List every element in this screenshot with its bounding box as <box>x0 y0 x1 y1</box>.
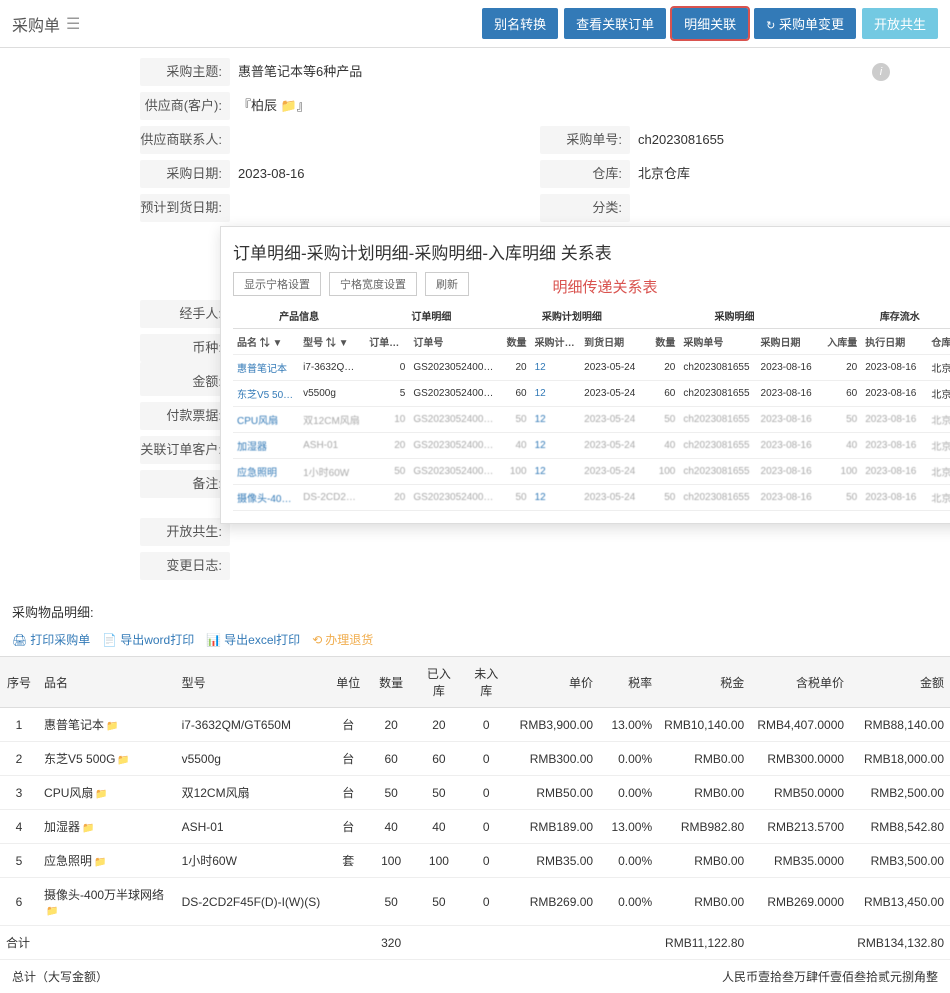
supplier-label: 供应商(客户): <box>140 92 230 120</box>
detail-row: 5应急照明📁1小时60W套1001000RMB35.000.00%RMB0.00… <box>0 844 950 878</box>
detail-table: 序号品名型号 单位数量已入库未入库 单价税率税金 含税单价金额 1惠普笔记本📁i… <box>0 656 950 960</box>
footer-label: 总计（大写金额） <box>12 968 108 985</box>
relation-popup: 订单明细-采购计划明细-采购明细-入库明细 关系表 显示宁格设置 宁格宽度设置 … <box>220 226 950 524</box>
subject-value: 惠普笔记本等6种产品 <box>230 58 872 86</box>
popup-tab-refresh[interactable]: 刷新 <box>425 272 469 296</box>
relation-table: 产品信息 订单明细 采购计划明细 采购明细 库存流水 品名 ⇅ ▼型号 ⇅ ▼ … <box>233 303 950 511</box>
amount-label: 金额: <box>140 368 230 396</box>
relation-row: CPU风扇双12CM风扇10GS202305240000650122023-05… <box>233 407 950 433</box>
relation-row: 摄像头-400万半球网络DS-2CD2F45F(D)-I(W)(S)20GS20… <box>233 485 950 511</box>
view-related-button[interactable]: 查看关联订单 <box>564 8 666 39</box>
supplier-contact-label: 供应商联系人: <box>140 126 230 154</box>
warehouse-value: 北京仓库 <box>630 160 930 188</box>
handler-label: 经手人: <box>140 300 230 328</box>
payment-bill-label: 付款票据: <box>140 402 230 430</box>
purchase-no-label: 采购单号: <box>540 126 630 154</box>
purchase-no-value: ch2023081655 <box>630 126 930 154</box>
popup-title: 订单明细-采购计划明细-采购明细-入库明细 关系表 <box>233 239 950 264</box>
footer-value: 人民币壹拾叁万肆仟壹佰叁拾贰元捌角整 <box>722 968 938 985</box>
expected-date-label: 预计到货日期: <box>140 194 230 222</box>
detail-row: 2东芝V5 500G📁v5500g台60600RMB300.000.00%RMB… <box>0 742 950 776</box>
detail-section-label: 采购物品明细: <box>0 596 950 627</box>
export-excel-link[interactable]: 📊 导出excel打印 <box>206 631 300 648</box>
currency-label: 币种: <box>140 334 230 362</box>
relation-row: 惠普笔记本i7-3632QM/GT650M0GS2023052400006201… <box>233 355 950 381</box>
detail-row: 3CPU风扇📁双12CM风扇台50500RMB50.000.00%RMB0.00… <box>0 776 950 810</box>
purchase-date-label: 采购日期: <box>140 160 230 188</box>
change-order-button[interactable]: ↻ 采购单变更 <box>754 8 856 39</box>
alias-button[interactable]: 别名转换 <box>482 8 558 39</box>
detail-relation-button[interactable]: 明细关联 <box>672 8 748 39</box>
purchase-date-value: 2023-08-16 <box>230 160 530 188</box>
supplier-value[interactable]: 『柏辰 📁』 <box>230 92 930 120</box>
info-icon[interactable]: i <box>872 63 890 81</box>
open-share-button[interactable]: 开放共生 <box>862 8 938 39</box>
return-link[interactable]: ⟲ 办理退货 <box>312 631 373 648</box>
subject-label: 采购主题: <box>140 58 230 86</box>
detail-row: 6摄像头-400万半球网络📁DS-2CD2F45F(D)-I(W)(S)5050… <box>0 878 950 926</box>
detail-row: 4加湿器📁ASH-01台40400RMB189.0013.00%RMB982.8… <box>0 810 950 844</box>
total-row: 合计 320 RMB11,122.80 RMB134,132.80 <box>0 926 950 960</box>
change-log-label: 变更日志: <box>140 552 230 580</box>
relation-row: 加湿器ASH-0120GS202305240000640122023-05-24… <box>233 433 950 459</box>
export-word-link[interactable]: 📄 导出word打印 <box>102 631 194 648</box>
print-link[interactable]: 🖨 打印采购单 <box>12 631 90 648</box>
warehouse-label: 仓库: <box>540 160 630 188</box>
open-share-label: 开放共生: <box>140 518 230 546</box>
remark-label: 备注: <box>140 470 230 498</box>
category-label: 分类: <box>540 194 630 222</box>
popup-tab-width[interactable]: 宁格宽度设置 <box>329 272 417 296</box>
related-customer-label: 关联订单客户: <box>140 436 230 464</box>
menu-icon[interactable]: ☰ <box>66 14 80 34</box>
relation-row: 应急照明1小时60W50GS2023052400006100122023-05-… <box>233 459 950 485</box>
relation-row: 东芝V5 500Gv5500g5GS202305240000660122023-… <box>233 381 950 407</box>
detail-row: 1惠普笔记本📁i7-3632QM/GT650M台20200RMB3,900.00… <box>0 708 950 742</box>
page-title: 采购单☰ <box>12 12 80 36</box>
popup-tab-display[interactable]: 显示宁格设置 <box>233 272 321 296</box>
